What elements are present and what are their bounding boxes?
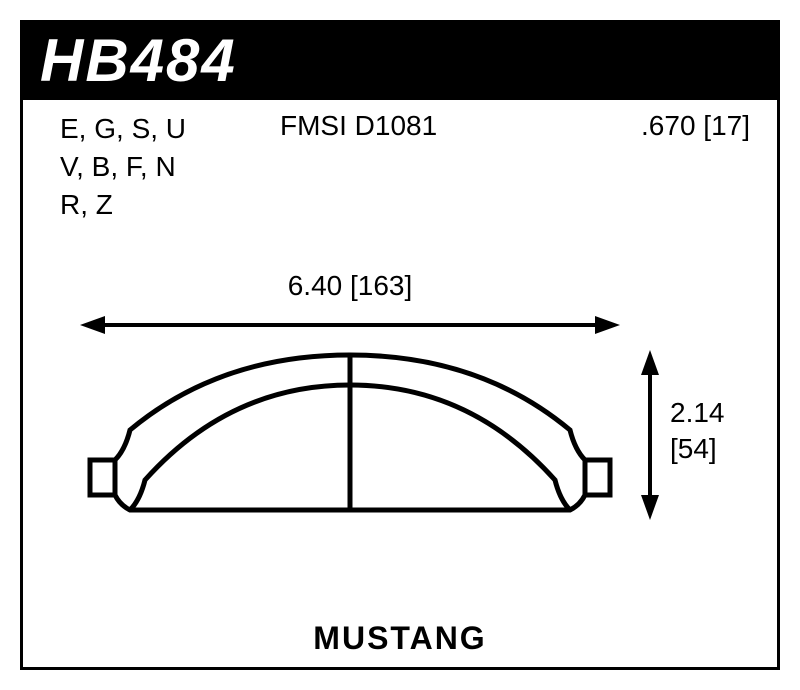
codes-line-2: V, B, F, N (60, 148, 280, 186)
height-mm: [54] (670, 431, 725, 467)
width-mm: [163] (350, 270, 412, 301)
brake-pad-diagram (80, 350, 620, 530)
info-row: E, G, S, U V, B, F, N R, Z FMSI D1081 .6… (60, 110, 760, 223)
codes-line-1: E, G, S, U (60, 110, 280, 148)
width-dimension-arrow (80, 310, 620, 340)
thickness-dimension: .670 [17] (560, 110, 750, 223)
codes-line-3: R, Z (60, 186, 280, 224)
width-inches: 6.40 (288, 270, 343, 301)
vehicle-model: MUSTANG (20, 620, 780, 657)
fmsi-code: FMSI D1081 (280, 110, 560, 223)
height-dimension-arrow (635, 350, 665, 520)
header-bar: HB484 (20, 20, 780, 100)
height-inches: 2.14 (670, 395, 725, 431)
part-number: HB484 (40, 26, 237, 95)
width-dimension-label: 6.40 [163] (80, 270, 620, 302)
compound-codes: E, G, S, U V, B, F, N R, Z (60, 110, 280, 223)
height-dimension-label: 2.14 [54] (670, 395, 725, 468)
